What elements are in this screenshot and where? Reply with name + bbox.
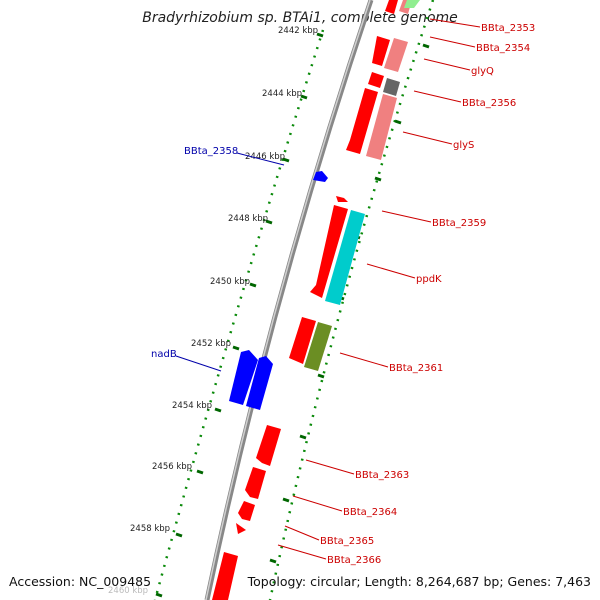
label-bbta-2354[interactable]: BBta_2354 [476, 43, 530, 54]
inner-ring-ticks [155, 32, 324, 598]
label-bbta-2353[interactable]: BBta_2353 [481, 23, 535, 34]
label-glyq[interactable]: glyQ [471, 66, 494, 77]
gene-tiny-red[interactable] [336, 196, 348, 202]
gene-bbta-2359[interactable] [310, 205, 348, 298]
label-ppdk[interactable]: ppdK [416, 274, 442, 285]
label-glys[interactable]: glyS [453, 140, 474, 151]
gene-light-green[interactable] [404, 0, 420, 8]
tick-label: 2458 kbp [130, 524, 170, 534]
label-bbta-2363[interactable]: BBta_2363 [355, 470, 409, 481]
gene-bbta-2358[interactable] [313, 171, 328, 182]
tick-label: 2450 kbp [210, 277, 250, 287]
label-bbta-2364[interactable]: BBta_2364 [343, 507, 397, 518]
topology-text: Topology: circular; Length: 8,264,687 bp… [247, 574, 591, 589]
reverse-callouts [175, 152, 285, 372]
gene-labels: BBta_2353 BBta_2354 glyQ BBta_2356 glyS … [151, 23, 535, 566]
gene-bbta-2365[interactable] [238, 501, 255, 521]
label-bbta-2358[interactable]: BBta_2358 [184, 146, 238, 157]
gene-bbta-2353[interactable] [385, 0, 398, 14]
gene-bbta-2366[interactable] [236, 523, 246, 534]
label-bbta-2361[interactable]: BBta_2361 [389, 363, 443, 374]
gene-nadb-1[interactable] [229, 350, 258, 405]
outer-ring-ticks [269, 43, 430, 564]
label-bbta-2366[interactable]: BBta_2366 [327, 555, 381, 566]
forward-callouts [277, 18, 481, 560]
accession-text: Accession: NC_009485 [9, 574, 152, 589]
tick-label: 2454 kbp [172, 401, 212, 411]
gene-bbta-2361[interactable] [289, 317, 316, 364]
genome-backbone-highlight [205, 0, 371, 600]
forward-genes [212, 0, 420, 600]
gene-olive[interactable] [304, 322, 332, 371]
label-bbta-2356[interactable]: BBta_2356 [462, 98, 516, 109]
gene-small-red[interactable] [368, 72, 384, 88]
gene-glyq[interactable] [384, 38, 408, 72]
gene-bbta-2354[interactable] [372, 36, 390, 66]
tick-label: 2460 kbp [108, 586, 148, 596]
genome-backbone [204, 0, 374, 600]
gene-glys[interactable] [366, 94, 397, 160]
gene-grey[interactable] [383, 78, 400, 96]
gene-bbta-2363[interactable] [256, 425, 281, 466]
gene-bbta-2356[interactable] [346, 88, 378, 154]
map-title: Bradyrhizobium sp. BTAi1, complete genom… [142, 10, 458, 26]
label-nadb[interactable]: nadB [151, 349, 177, 360]
gene-bbta-2364[interactable] [245, 467, 266, 499]
tick-label: 2446 kbp [245, 152, 285, 162]
gene-nadb-2[interactable] [246, 356, 273, 410]
label-bbta-2365[interactable]: BBta_2365 [320, 536, 374, 547]
label-bbta-2359[interactable]: BBta_2359 [432, 218, 486, 229]
tick-label: 2452 kbp [191, 339, 231, 349]
tick-labels: 2442 kbp 2444 kbp 2446 kbp 2448 kbp 2450… [108, 26, 318, 596]
reverse-genes [229, 171, 328, 410]
tick-label: 2456 kbp [152, 462, 192, 472]
tick-label: 2444 kbp [262, 89, 302, 99]
gene-ppdk[interactable] [325, 210, 365, 305]
tick-label: 2442 kbp [278, 26, 318, 36]
gene-bottom-red[interactable] [212, 552, 238, 600]
tick-label: 2448 kbp [228, 214, 268, 224]
